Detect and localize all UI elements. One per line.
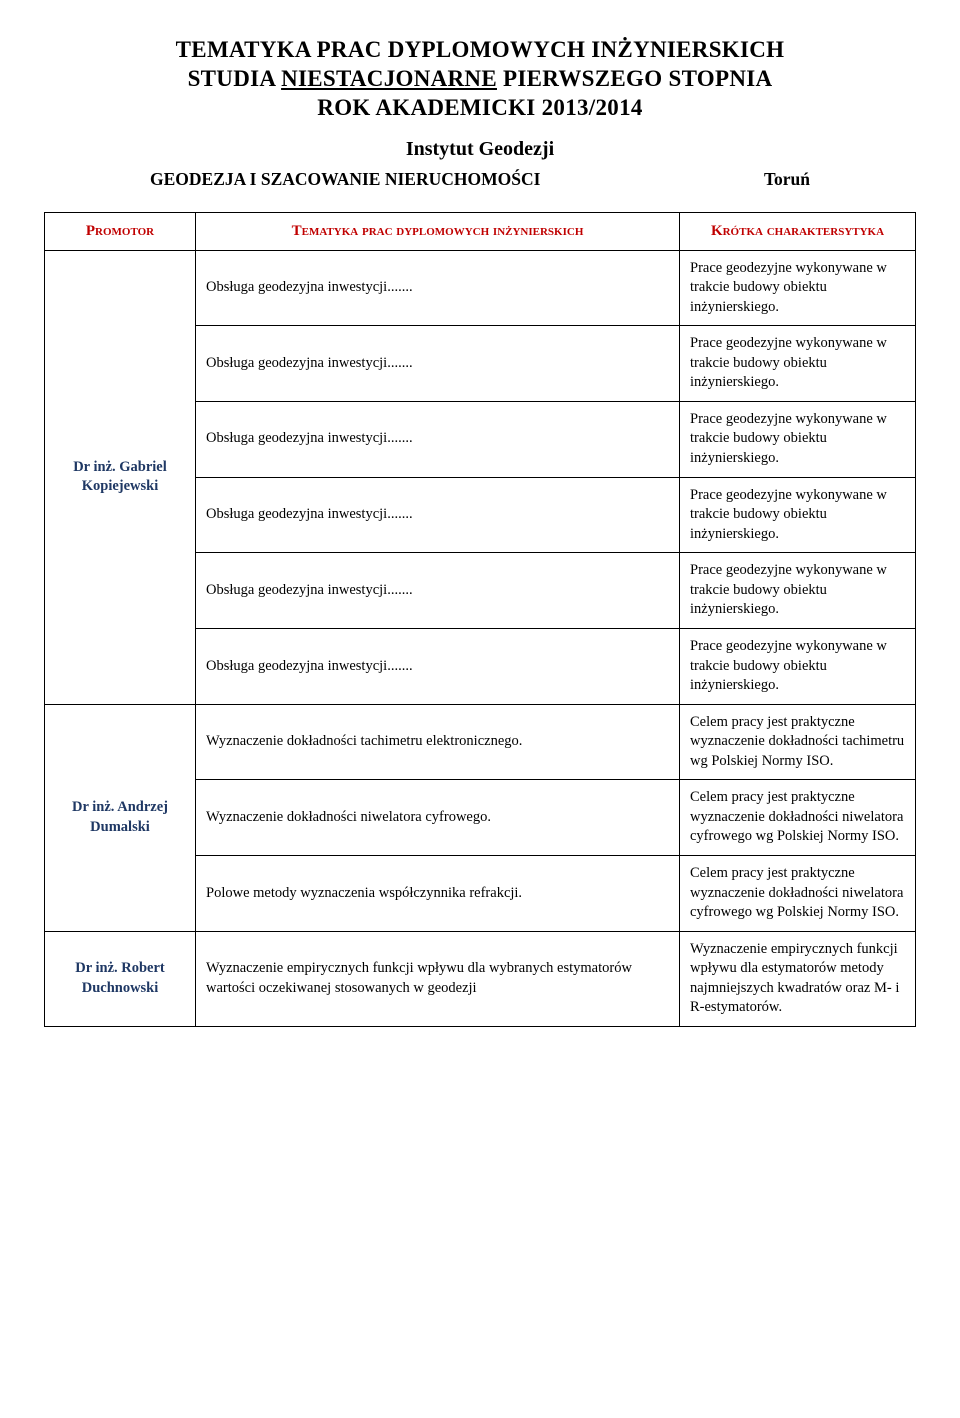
title-line-2: STUDIA NIESTACJONARNE PIERWSZEGO STOPNIA [44, 65, 916, 94]
table-body: Dr inż. Gabriel KopiejewskiObsługa geode… [45, 250, 916, 1026]
table-header-row: Promotor Tematyka prac dyplomowych inżyn… [45, 213, 916, 250]
table-row: Dr inż. Gabriel KopiejewskiObsługa geode… [45, 250, 916, 326]
topic-cell: Obsługa geodezyjna inwestycji....... [196, 553, 680, 629]
desc-cell: Celem pracy jest praktyczne wyznaczenie … [680, 780, 916, 856]
topic-cell: Wyznaczenie dokładności niwelatora cyfro… [196, 780, 680, 856]
department-name: GEODEZJA I SZACOWANIE NIERUCHOMOŚCI [150, 169, 540, 190]
table-row: Dr inż. Andrzej DumalskiWyznaczenie dokł… [45, 704, 916, 780]
col-header-promotor: Promotor [45, 213, 196, 250]
topic-cell: Obsługa geodezyjna inwestycji....... [196, 326, 680, 402]
topic-cell: Wyznaczenie dokładności tachimetru elekt… [196, 704, 680, 780]
desc-cell: Wyznaczenie empirycznych funkcji wpływu … [680, 931, 916, 1026]
department-row: GEODEZJA I SZACOWANIE NIERUCHOMOŚCI Toru… [150, 169, 810, 190]
topic-cell: Wyznaczenie empirycznych funkcji wpływu … [196, 931, 680, 1026]
promotor-cell: Dr inż. Gabriel Kopiejewski [45, 250, 196, 704]
desc-cell: Prace geodezyjne wykonywane w trakcie bu… [680, 477, 916, 553]
desc-cell: Celem pracy jest praktyczne wyznaczenie … [680, 856, 916, 932]
title-block: TEMATYKA PRAC DYPLOMOWYCH INŻYNIERSKICH … [44, 36, 916, 190]
title-line-2-prefix: STUDIA [188, 66, 282, 91]
desc-cell: Celem pracy jest praktyczne wyznaczenie … [680, 704, 916, 780]
desc-cell: Prace geodezyjne wykonywane w trakcie bu… [680, 553, 916, 629]
col-header-desc: Krótka charaktersytyka [680, 213, 916, 250]
topic-cell: Polowe metody wyznaczenia współczynnika … [196, 856, 680, 932]
topic-cell: Obsługa geodezyjna inwestycji....... [196, 477, 680, 553]
title-line-1: TEMATYKA PRAC DYPLOMOWYCH INŻYNIERSKICH [44, 36, 916, 65]
title-line-2-suffix: PIERWSZEGO STOPNIA [497, 66, 772, 91]
desc-cell: Prace geodezyjne wykonywane w trakcie bu… [680, 326, 916, 402]
title-line-2-underlined: NIESTACJONARNE [281, 66, 497, 91]
promotor-cell: Dr inż. Andrzej Dumalski [45, 704, 196, 931]
topic-cell: Obsługa geodezyjna inwestycji....... [196, 628, 680, 704]
desc-cell: Prace geodezyjne wykonywane w trakcie bu… [680, 401, 916, 477]
table-row: Dr inż. Robert DuchnowskiWyznaczenie emp… [45, 931, 916, 1026]
subtitle: Instytut Geodezji [44, 138, 916, 161]
promotor-cell: Dr inż. Robert Duchnowski [45, 931, 196, 1026]
title-line-3: ROK AKADEMICKI 2013/2014 [44, 94, 916, 123]
desc-cell: Prace geodezyjne wykonywane w trakcie bu… [680, 628, 916, 704]
department-city: Toruń [764, 169, 810, 190]
col-header-topic: Tematyka prac dyplomowych inżynierskich [196, 213, 680, 250]
topic-cell: Obsługa geodezyjna inwestycji....... [196, 250, 680, 326]
topic-cell: Obsługa geodezyjna inwestycji....... [196, 401, 680, 477]
thesis-table: Promotor Tematyka prac dyplomowych inżyn… [44, 212, 916, 1027]
desc-cell: Prace geodezyjne wykonywane w trakcie bu… [680, 250, 916, 326]
